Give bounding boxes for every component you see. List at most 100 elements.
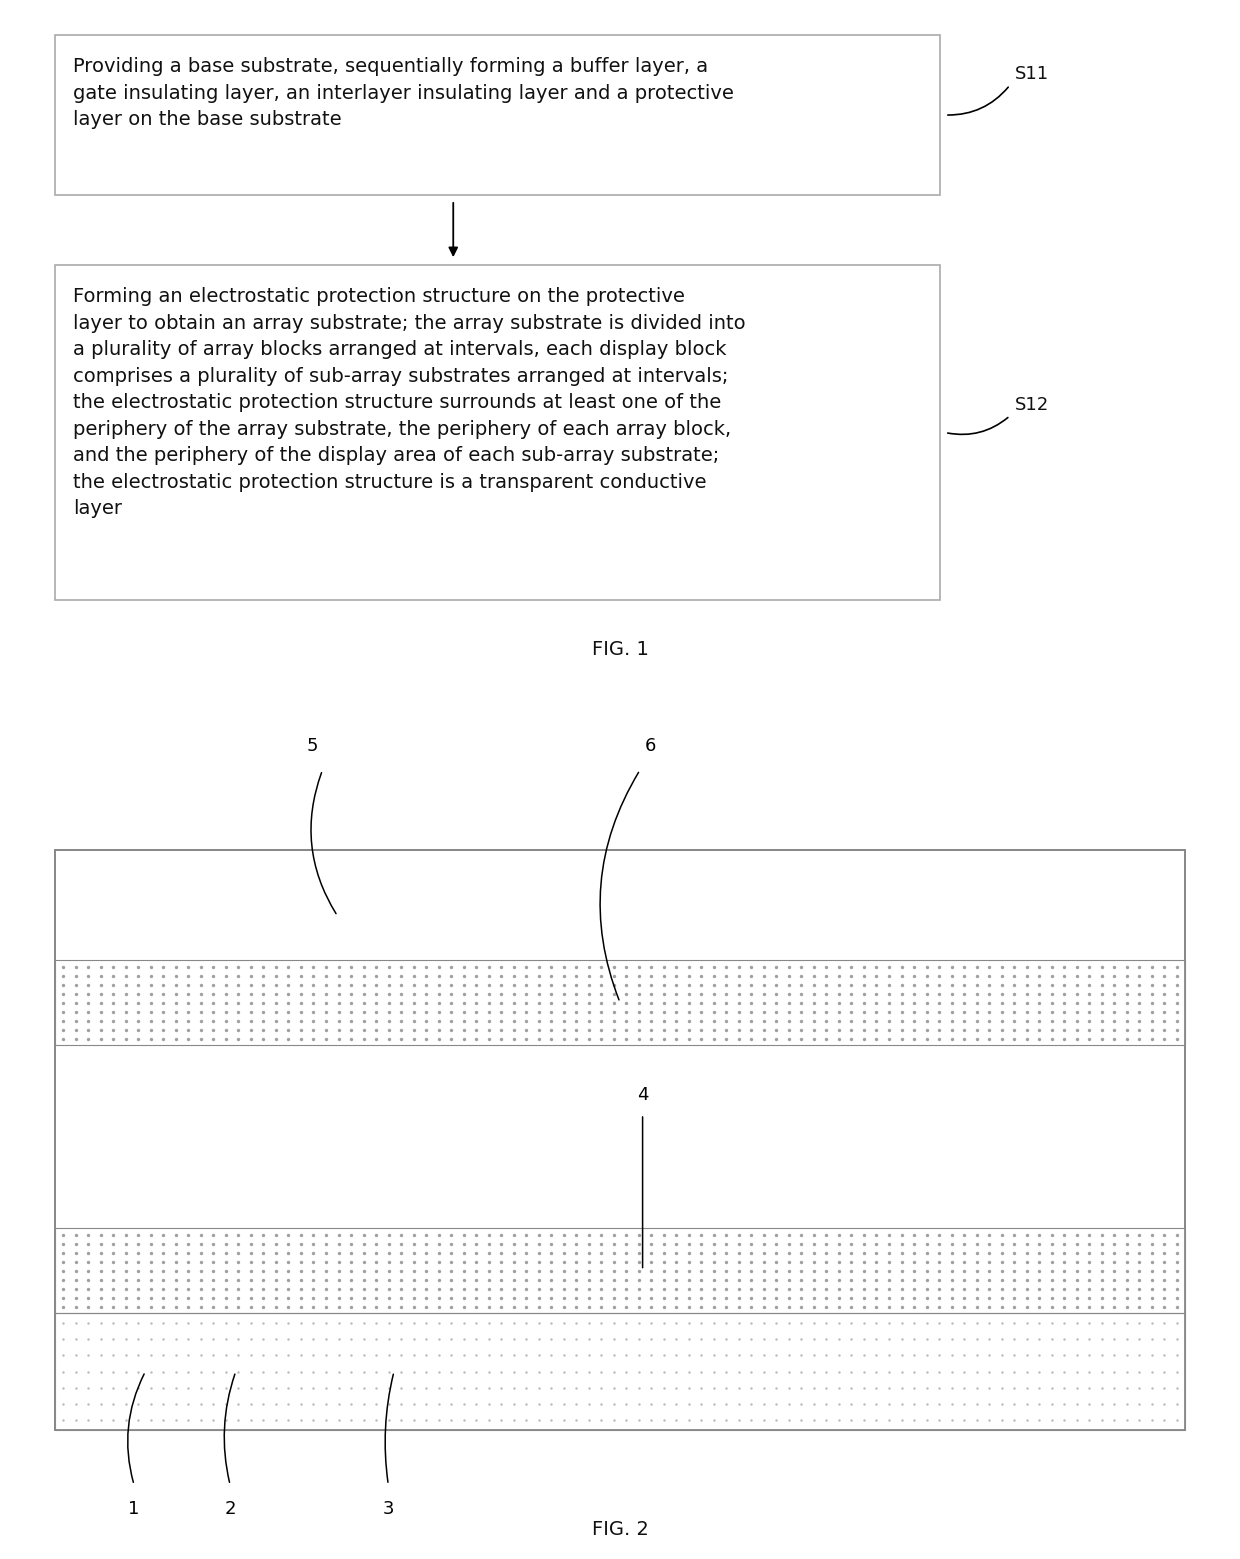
Point (154, 1239, 174, 1264)
Point (304, 981, 324, 1006)
Point (528, 1375, 548, 1400)
Point (253, 1285, 273, 1310)
Point (692, 1239, 712, 1264)
Point (992, 1249, 1012, 1274)
Point (1054, 1222, 1074, 1247)
Point (854, 1408, 874, 1433)
Point (616, 999, 636, 1024)
Point (479, 1267, 498, 1292)
Point (904, 1232, 924, 1257)
Point (704, 1327, 724, 1352)
Point (115, 1258, 135, 1283)
Point (729, 1026, 749, 1051)
Point (842, 990, 862, 1015)
Point (967, 1285, 987, 1310)
Point (904, 1342, 924, 1367)
Point (366, 1275, 386, 1300)
Point (503, 971, 523, 996)
Point (666, 1391, 686, 1416)
Point (1091, 981, 1111, 1006)
Point (1004, 1016, 1024, 1041)
Point (641, 1294, 661, 1319)
Point (704, 1239, 724, 1264)
Point (1079, 1391, 1099, 1416)
Point (742, 981, 761, 1006)
Point (717, 954, 737, 979)
Point (879, 954, 899, 979)
Point (879, 1016, 899, 1041)
Point (879, 1359, 899, 1384)
Point (391, 1327, 410, 1352)
Point (304, 1267, 324, 1292)
Point (466, 1026, 486, 1051)
Point (567, 1285, 587, 1310)
Point (604, 1249, 624, 1274)
Point (404, 1375, 424, 1400)
Point (791, 963, 811, 988)
Point (666, 971, 686, 996)
Point (779, 1232, 799, 1257)
Point (704, 1275, 724, 1300)
Point (103, 963, 123, 988)
Point (53, 1275, 73, 1300)
Point (304, 1222, 324, 1247)
Point (954, 1222, 973, 1247)
Point (929, 1232, 949, 1257)
Point (1054, 1016, 1074, 1041)
Point (653, 981, 673, 1006)
Point (341, 1249, 361, 1274)
Point (203, 981, 223, 1006)
Point (316, 1294, 336, 1319)
Point (1066, 963, 1086, 988)
Point (629, 981, 649, 1006)
Point (1130, 1342, 1149, 1367)
Point (542, 1359, 562, 1384)
Point (141, 1232, 161, 1257)
Point (717, 1232, 737, 1257)
Point (604, 1258, 624, 1283)
Point (479, 1408, 498, 1433)
Point (941, 1222, 961, 1247)
Point (867, 1016, 887, 1041)
Point (329, 1009, 348, 1034)
Point (1004, 1327, 1024, 1352)
Point (353, 1294, 373, 1319)
Text: Forming an electrostatic protection structure on the protective
layer to obtain : Forming an electrostatic protection stru… (73, 287, 745, 518)
Point (166, 999, 186, 1024)
Point (115, 1275, 135, 1300)
Point (904, 1375, 924, 1400)
Point (929, 1375, 949, 1400)
Point (729, 1359, 749, 1384)
Point (103, 1294, 123, 1319)
Point (904, 954, 924, 979)
Point (980, 1009, 999, 1034)
Point (1142, 963, 1162, 988)
Point (179, 981, 198, 1006)
Point (941, 1016, 961, 1041)
Point (929, 981, 949, 1006)
Point (491, 1294, 511, 1319)
Point (166, 1275, 186, 1300)
Point (179, 1294, 198, 1319)
Point (329, 971, 348, 996)
Point (404, 990, 424, 1015)
Point (692, 1016, 712, 1041)
Point (692, 1391, 712, 1416)
Point (604, 1016, 624, 1041)
Point (391, 1285, 410, 1310)
Point (980, 1311, 999, 1336)
Point (228, 1016, 248, 1041)
Point (466, 1408, 486, 1433)
Point (66, 963, 86, 988)
Point (892, 1327, 911, 1352)
Point (879, 1342, 899, 1367)
Point (429, 1359, 449, 1384)
Point (904, 1275, 924, 1300)
Point (91, 1222, 110, 1247)
Point (479, 999, 498, 1024)
Point (766, 1222, 786, 1247)
Point (454, 963, 474, 988)
Text: 4: 4 (637, 1087, 649, 1104)
Point (704, 990, 724, 1015)
Point (929, 1391, 949, 1416)
